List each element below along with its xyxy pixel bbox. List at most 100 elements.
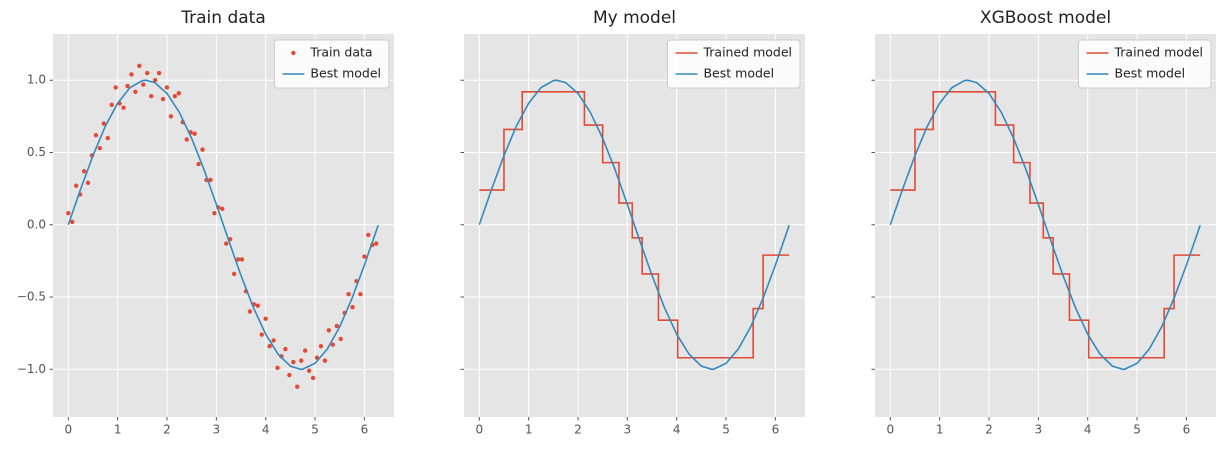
data-point [338,336,343,342]
data-point [295,384,300,389]
data-point [247,309,253,314]
data-point [105,135,110,141]
legend-label: Trained model [1113,45,1203,60]
subplot: My model 0 1 2 3 4 5 6 Trained model Best model [460,8,805,437]
legend-label: Best model [1114,66,1185,81]
legend: Train data Best model [273,39,390,89]
y-tick-label: −1.0 [17,362,46,376]
chart-title: Train data [180,8,266,28]
data-point [350,304,355,310]
data-point [101,121,107,126]
data-point [220,206,225,212]
data-point [93,132,99,138]
data-point [109,102,114,108]
legend-box [273,39,390,89]
x-tick-label: 1 [525,423,533,437]
data-point [149,93,154,99]
data-point [291,359,296,365]
x-tick-label: 0 [475,423,483,437]
data-point [212,211,217,216]
data-point [374,241,379,246]
x-tick-label: 0 [64,423,72,437]
x-tick-label: 2 [574,423,582,437]
data-point [330,342,336,347]
chart-title: XGBoost model [980,8,1111,28]
data-point [184,137,189,142]
x-tick-label: 0 [886,423,894,437]
x-tick-label: 6 [772,423,780,437]
data-point [263,316,268,321]
x-tick-label: 2 [163,423,171,437]
y-tick-label: 1.0 [27,73,46,87]
y-tick-label: 0.5 [27,145,46,159]
y-tick-label: −0.5 [17,290,46,304]
legend-label: Best model [703,66,774,81]
legend-marker [291,50,296,56]
line [478,79,790,371]
data-point [73,183,79,188]
data-point [208,177,213,183]
data-point [85,180,91,186]
data-point [81,169,87,174]
data-point [141,82,146,87]
data-point [121,105,126,110]
chart-title: My model [593,8,676,28]
data-point [362,254,367,259]
x-tick-label: 3 [624,423,632,437]
legend-label: Trained model [702,45,792,60]
x-tick-label: 4 [262,423,270,437]
legend-label: Best model [310,66,381,81]
legend-label: Train data [309,45,372,60]
data-point [235,257,241,262]
data-point [66,211,71,216]
data-point [306,368,312,373]
data-point [302,348,308,353]
data-point [299,358,304,363]
x-tick-label: 6 [1183,423,1191,437]
data-point [318,343,324,349]
x-tick-label: 3 [1035,423,1043,437]
x-tick-label: 6 [361,423,369,437]
subplot: XGBoost model 0 1 2 3 4 5 6 Trained model Best mo… [871,8,1216,437]
x-tick-label: 2 [985,423,993,437]
data-point [346,291,351,297]
data-point [160,96,166,102]
data-point [287,372,292,378]
data-point [322,358,328,363]
data-point [168,114,174,119]
x-tick-label: 4 [1084,423,1092,437]
data-point [133,89,138,95]
data-point [172,93,178,99]
line [67,79,379,371]
legend: Trained model Best model [1077,39,1212,89]
data-point [283,346,288,352]
x-tick-label: 5 [311,423,319,437]
legend-box [666,39,801,89]
line [889,79,1201,371]
data-point [113,85,118,90]
legend-box [1077,39,1212,89]
data-point [366,232,371,238]
data-point [145,70,150,76]
data-point [164,85,170,90]
data-point [129,72,134,77]
data-point [310,375,316,381]
x-tick-label: 5 [1133,423,1141,437]
data-point [259,332,264,337]
subplot: Train data −1.0 −0.5 0.0 0.5 1.0 0 1 2 3 4 5 6 Train … [17,8,394,437]
data-point [271,338,276,343]
data-point [267,343,272,349]
data-point [196,161,201,167]
data-point [156,70,162,76]
x-tick-label: 1 [114,423,122,437]
data-point [176,91,182,96]
x-tick-label: 3 [213,423,221,437]
data-point [231,271,237,277]
data-point [97,145,103,151]
legend: Trained model Best model [666,39,801,89]
x-tick-label: 5 [722,423,730,437]
data-point [326,328,332,333]
data-point [125,83,130,89]
data-point [137,63,142,68]
x-tick-label: 4 [673,423,681,437]
